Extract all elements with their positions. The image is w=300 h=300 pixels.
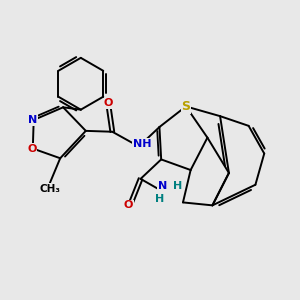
Text: N: N bbox=[158, 181, 167, 191]
Text: N: N bbox=[28, 115, 38, 125]
Text: O: O bbox=[28, 143, 37, 154]
Text: H: H bbox=[173, 181, 182, 191]
Text: S: S bbox=[182, 100, 190, 113]
Text: H: H bbox=[155, 194, 164, 204]
Text: O: O bbox=[124, 200, 133, 210]
Text: NH: NH bbox=[133, 139, 151, 148]
Text: O: O bbox=[103, 98, 113, 109]
Text: CH₃: CH₃ bbox=[39, 184, 60, 194]
